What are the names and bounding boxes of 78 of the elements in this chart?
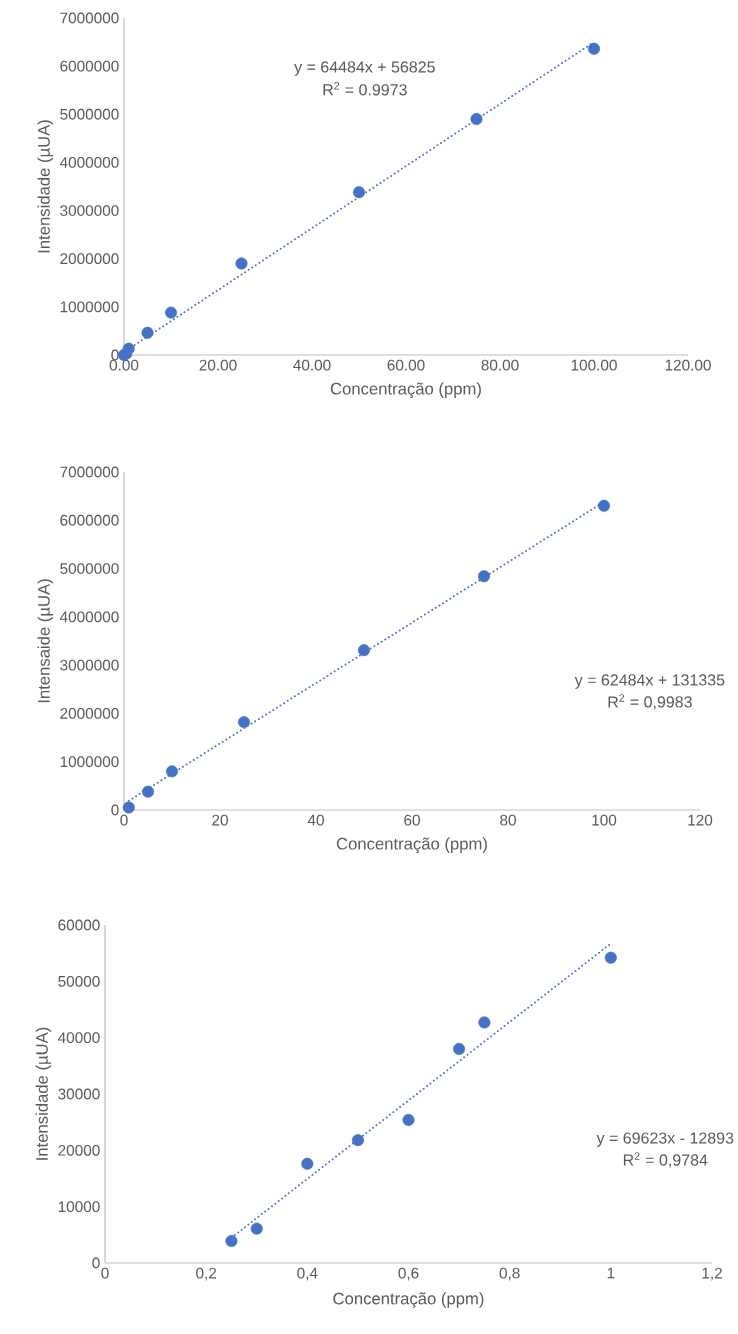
- x-tick-label: 0.00: [109, 359, 139, 371]
- annotation: R$^{2}$ = 0,9784: [623, 1152, 708, 1168]
- point: [478, 1016, 491, 1029]
- y-tick-label: 1000000: [60, 756, 119, 768]
- x-tick-label: 1: [607, 1267, 615, 1279]
- point: [470, 113, 483, 126]
- x-tick-label: 80.00: [481, 359, 519, 371]
- y-axis-title: Intensaide (µUA): [37, 579, 53, 703]
- point: [351, 1134, 364, 1147]
- point: [597, 499, 610, 512]
- y-tick-label: 10000: [58, 1201, 100, 1213]
- y-axis-title: Intensidade (µUA): [35, 1027, 51, 1160]
- x-tick-label: 0,2: [195, 1267, 216, 1281]
- y-tick-label: 30000: [58, 1088, 100, 1100]
- y-tick-label: 2000000: [60, 707, 119, 719]
- y-tick-label: 0: [111, 349, 119, 361]
- x-tick-label: 0: [101, 1267, 109, 1279]
- y-tick-label: 50000: [58, 975, 100, 987]
- y-tick-label: 4000000: [59, 156, 119, 168]
- x-axis-title: Concentração (ppm): [333, 1292, 484, 1308]
- point: [237, 716, 250, 729]
- annotation: y = 62484x + 131335: [574, 674, 725, 689]
- annotation: y = 69623x - 12893: [596, 1132, 734, 1147]
- x-tick-label: 40.00: [292, 359, 331, 371]
- annotation: R$^{2}$ = 0.9973: [323, 82, 407, 96]
- point: [352, 186, 365, 199]
- y-tick-label: 5000000: [60, 108, 119, 120]
- point: [225, 1235, 238, 1248]
- y-axis-title: Intensidade (µUA): [37, 120, 53, 253]
- y-tick-label: 3000000: [59, 205, 119, 216]
- y-tick-label: 5000000: [60, 563, 119, 574]
- y-tick-label: 3000000: [59, 659, 119, 671]
- y-tick-label: 4000000: [59, 611, 119, 623]
- point: [402, 1113, 415, 1126]
- point: [477, 570, 490, 583]
- y-tick-label: 0: [111, 804, 119, 816]
- point: [452, 1042, 465, 1055]
- annotation: y = 64484x + 56825: [293, 61, 435, 76]
- x-tick-label: 0,6: [398, 1267, 419, 1281]
- point: [141, 326, 154, 339]
- x-tick-label: 1,2: [702, 1267, 722, 1281]
- x-axis-title: Concentração (ppm): [336, 837, 487, 853]
- x-tick-label: 100.00: [571, 359, 617, 371]
- x-axis-title: Concentração (ppm): [330, 382, 481, 398]
- x-tick-label: 0: [120, 814, 128, 826]
- y-tick-label: 7000000: [60, 12, 119, 24]
- y-tick-label: 0: [92, 1257, 100, 1269]
- annotation: R$^{2}$ = 0,9983: [608, 694, 692, 710]
- point: [165, 765, 178, 778]
- x-tick-label: 120.00: [665, 359, 711, 371]
- y-tick-label: 20000: [58, 1144, 100, 1156]
- x-tick-label: 40: [307, 814, 324, 826]
- x-tick-label: 0,4: [297, 1267, 318, 1281]
- point: [357, 644, 370, 657]
- point: [301, 1157, 314, 1170]
- y-tick-label: 60000: [58, 919, 100, 931]
- point: [122, 801, 135, 814]
- point: [604, 951, 617, 964]
- point: [250, 1222, 263, 1235]
- point: [141, 785, 154, 798]
- y-tick-label: 6000000: [60, 60, 119, 72]
- y-tick-label: 2000000: [60, 253, 119, 265]
- y-tick-label: 6000000: [60, 514, 119, 526]
- x-tick-label: 60.00: [387, 359, 425, 371]
- x-tick-label: 80: [499, 814, 516, 826]
- x-tick-label: 120: [688, 814, 712, 826]
- y-tick-label: 1000000: [60, 301, 119, 313]
- x-tick-label: 20.00: [199, 359, 237, 371]
- x-tick-label: 100: [592, 814, 616, 826]
- y-tick-label: 7000000: [60, 466, 119, 478]
- point: [235, 257, 248, 270]
- y-tick-label: 40000: [57, 1032, 100, 1044]
- x-tick-label: 0,8: [499, 1267, 520, 1281]
- point: [587, 42, 600, 55]
- point: [164, 306, 177, 319]
- point: [122, 342, 135, 355]
- x-tick-label: 20: [212, 814, 228, 826]
- x-tick-label: 60: [404, 814, 420, 826]
